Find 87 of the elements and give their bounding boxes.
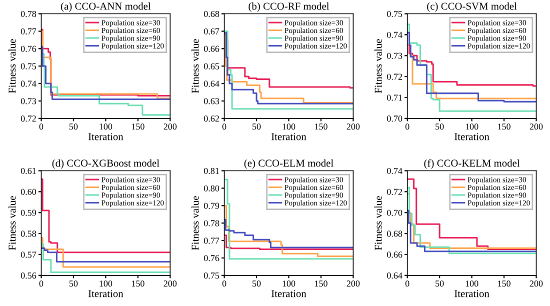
y-tick-label: 0.75 bbox=[204, 272, 220, 279]
x-tick-label: 150 bbox=[132, 280, 144, 287]
x-tick-label: 100 bbox=[466, 280, 478, 287]
x-tick-label: 200 bbox=[346, 124, 360, 130]
x-tick-label: 200 bbox=[164, 124, 177, 130]
x-tick-label: 0 bbox=[405, 124, 410, 130]
x-tick-label: 50 bbox=[252, 280, 261, 287]
x-tick-label: 50 bbox=[252, 124, 261, 130]
x-axis-title: Iteration bbox=[454, 133, 490, 140]
y-tick-label: 0.79 bbox=[204, 202, 220, 209]
x-tick-label: 100 bbox=[466, 124, 478, 130]
y-tick-label: 0.68 bbox=[204, 10, 220, 18]
y-tick-label: 0.64 bbox=[387, 272, 402, 279]
x-tick-label: 100 bbox=[100, 280, 112, 287]
x-tick-label: 150 bbox=[498, 280, 510, 287]
y-tick-label: 0.76 bbox=[204, 255, 220, 262]
y-tick-label: 0.70 bbox=[387, 210, 402, 216]
x-tick-label: 0 bbox=[405, 280, 410, 287]
y-axis-title: Fitness value bbox=[191, 39, 199, 94]
x-tick-label: 0 bbox=[222, 124, 226, 130]
chart-title: (b) CCO-RF model bbox=[248, 2, 330, 12]
y-tick-label: 0.56 bbox=[20, 272, 36, 279]
x-tick-label: 0 bbox=[222, 280, 226, 287]
x-tick-label: 50 bbox=[436, 280, 444, 287]
y-tick-label: 0.58 bbox=[20, 230, 36, 237]
y-tick-label: 0.72 bbox=[387, 188, 402, 195]
y-tick-label: 0.62 bbox=[204, 116, 219, 122]
y-tick-label: 0.66 bbox=[387, 252, 402, 258]
x-tick-label: 100 bbox=[282, 124, 296, 130]
y-tick-label: 0.73 bbox=[387, 52, 402, 59]
chart-title: (a) CCO-ANN model bbox=[61, 2, 151, 12]
chart-title: (f) CCO-KELM model bbox=[424, 159, 520, 169]
y-tick-label: 0.74 bbox=[387, 168, 402, 174]
x-tick-label: 50 bbox=[69, 124, 78, 130]
y-tick-label: 0.75 bbox=[20, 63, 36, 70]
y-tick-label: 0.78 bbox=[20, 10, 36, 18]
x-axis-title: Iteration bbox=[271, 290, 306, 298]
x-tick-label: 150 bbox=[132, 124, 144, 130]
y-axis-title: Fitness value bbox=[191, 196, 199, 250]
y-tick-label: 0.67 bbox=[204, 28, 220, 34]
y-tick-label: 0.65 bbox=[204, 63, 220, 70]
y-tick-label: 0.61 bbox=[20, 168, 36, 174]
y-tick-label: 0.77 bbox=[204, 238, 220, 244]
x-tick-label: 200 bbox=[346, 280, 360, 287]
x-tick-label: 0 bbox=[39, 124, 44, 130]
x-tick-label: 50 bbox=[69, 280, 78, 287]
y-tick-label: 0.77 bbox=[20, 28, 36, 34]
y-tick-label: 0.80 bbox=[204, 185, 220, 192]
chart-title: (e) CCO-ELM model bbox=[244, 159, 334, 169]
x-tick-label: 200 bbox=[530, 280, 543, 287]
y-tick-label: 0.76 bbox=[20, 46, 36, 52]
y-tick-label: 0.57 bbox=[20, 252, 36, 258]
y-tick-label: 0.66 bbox=[204, 46, 220, 52]
x-tick-label: 150 bbox=[315, 124, 328, 130]
y-tick-label: 0.72 bbox=[387, 74, 402, 80]
y-tick-label: 0.81 bbox=[204, 168, 219, 174]
x-tick-label: 100 bbox=[282, 280, 296, 287]
x-axis-title: Iteration bbox=[88, 133, 124, 140]
x-tick-label: 50 bbox=[436, 124, 444, 130]
x-tick-label: 150 bbox=[315, 280, 328, 287]
x-tick-label: 0 bbox=[39, 280, 44, 287]
chart-title: (d) CCO-XGBoost model bbox=[52, 159, 160, 169]
x-tick-label: 200 bbox=[164, 280, 177, 287]
x-axis-title: Iteration bbox=[454, 290, 490, 298]
x-axis-title: Iteration bbox=[271, 133, 306, 140]
x-tick-label: 200 bbox=[530, 124, 543, 130]
y-tick-label: 0.74 bbox=[20, 80, 36, 87]
y-axis-title: Fitness value bbox=[374, 196, 382, 250]
x-tick-label: 150 bbox=[498, 124, 510, 130]
y-tick-label: 0.63 bbox=[204, 98, 220, 104]
y-axis-title: Fitness value bbox=[8, 196, 16, 250]
y-axis-title: Fitness value bbox=[8, 39, 16, 94]
y-tick-label: 0.70 bbox=[387, 116, 402, 122]
chart-title: (c) CCO-SVM model bbox=[427, 2, 517, 12]
x-tick-label: 100 bbox=[100, 124, 112, 130]
y-tick-label: 0.64 bbox=[204, 80, 220, 87]
y-tick-label: 0.71 bbox=[387, 94, 402, 101]
y-tick-label: 0.78 bbox=[204, 220, 220, 226]
y-axis-title: Fitness value bbox=[374, 39, 382, 94]
y-tick-label: 0.60 bbox=[20, 188, 36, 195]
y-tick-label: 0.59 bbox=[20, 210, 36, 216]
y-tick-label: 0.72 bbox=[20, 116, 36, 122]
y-tick-label: 0.74 bbox=[387, 32, 402, 38]
x-axis-title: Iteration bbox=[88, 290, 124, 298]
y-tick-label: 0.73 bbox=[20, 98, 36, 104]
y-tick-label: 0.68 bbox=[387, 230, 402, 237]
y-tick-label: 0.75 bbox=[387, 10, 402, 18]
